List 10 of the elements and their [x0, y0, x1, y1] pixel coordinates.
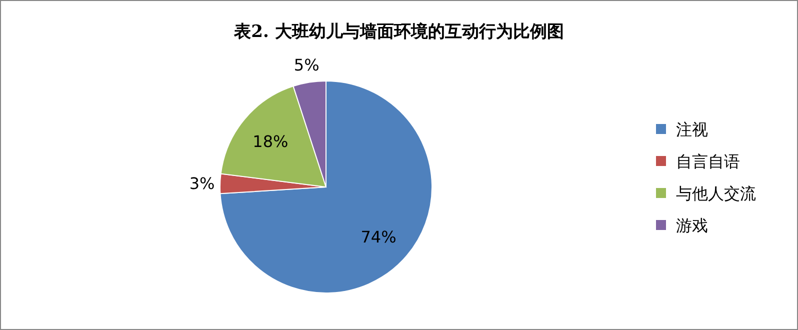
legend-label: 游戏 [676, 216, 708, 235]
data-label: 5% [294, 56, 320, 75]
data-label: 18% [252, 132, 288, 152]
legend-label: 与他人交流 [676, 184, 756, 203]
chart-title: 表2. 大班幼儿与墙面环境的互动行为比例图 [233, 22, 564, 42]
legend-label: 自言自语 [676, 152, 740, 171]
data-label: 3% [189, 174, 215, 194]
data-label: 74% [360, 227, 396, 246]
legend-label: 注视 [676, 120, 708, 139]
pie-slice [220, 80, 432, 294]
